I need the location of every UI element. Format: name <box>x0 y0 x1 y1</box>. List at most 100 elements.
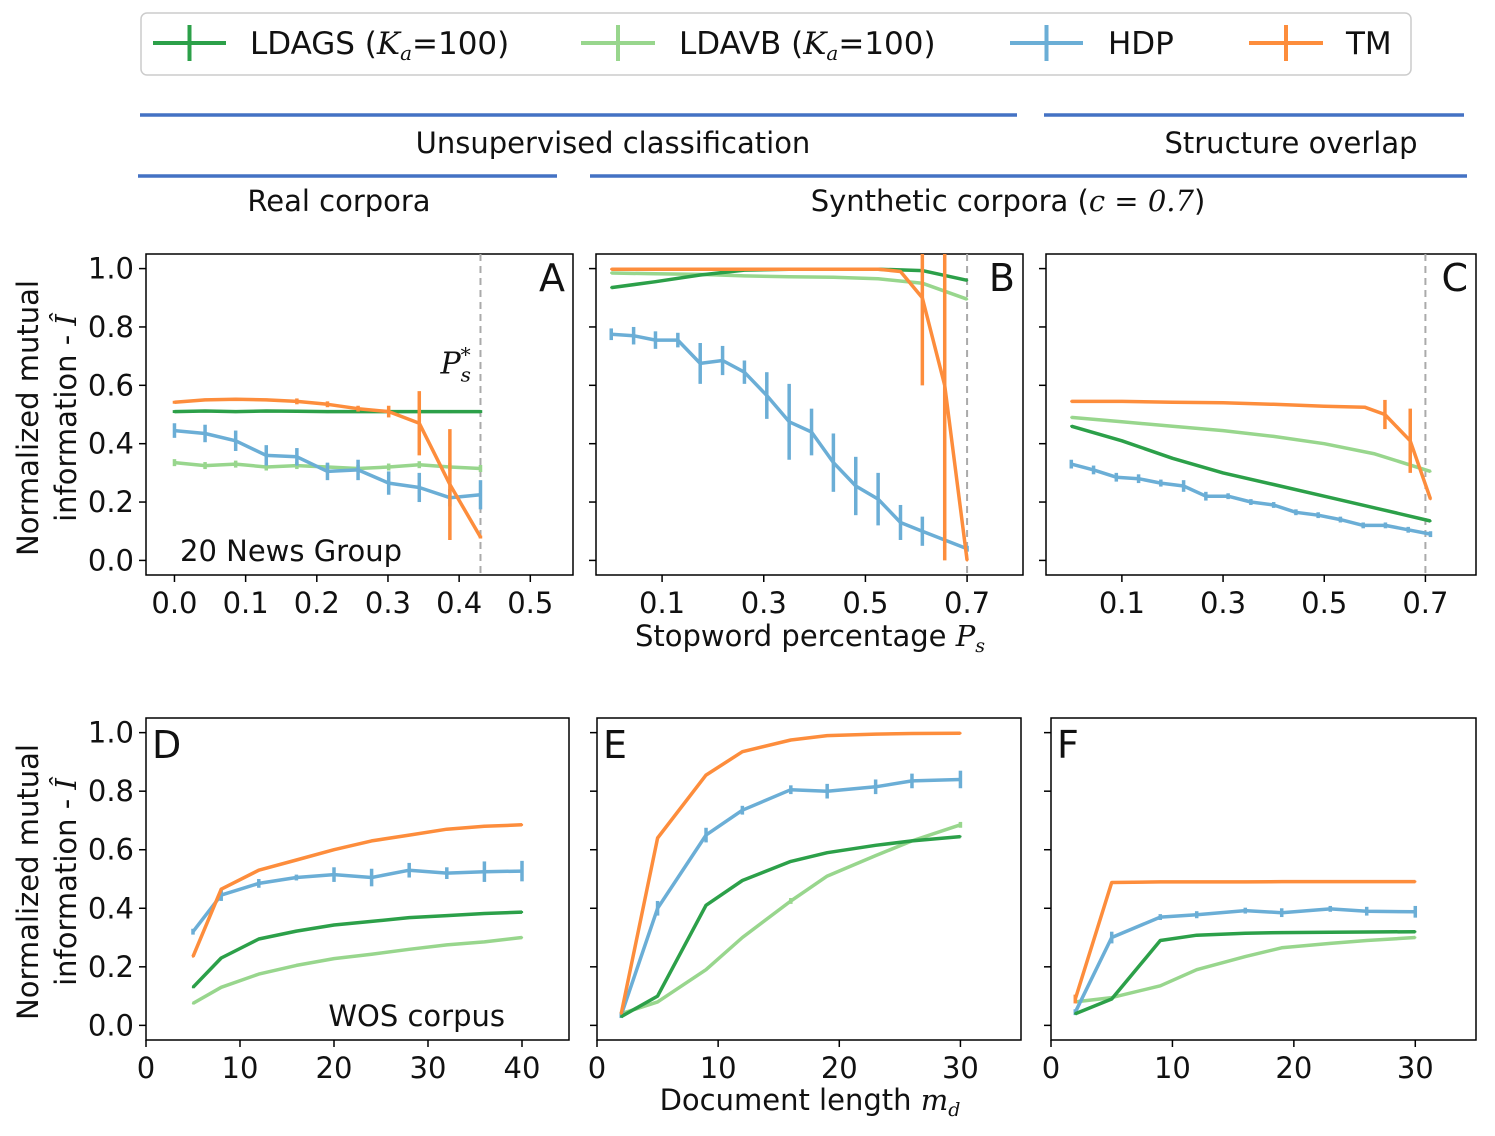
panel-c-series-ldags-point <box>1221 471 1225 475</box>
panel-d-letter: D <box>152 723 181 767</box>
panel-f-series-tm-point <box>1329 880 1332 883</box>
panel-c-series-tm-point <box>1409 439 1412 442</box>
panel-a-xtick-label: 0.1 <box>223 586 269 620</box>
panel-d-ytick-label: 0.2 <box>88 950 134 984</box>
panel-f-xtick-label: 20 <box>1275 1051 1312 1085</box>
panel-b-series-tm-point <box>943 384 946 387</box>
panel-a-ytick-label: 0.4 <box>88 427 134 461</box>
panel-b-series-hdp-point <box>787 420 791 423</box>
panel-b-xtick-label: 0.3 <box>741 586 787 620</box>
panel-c-series-tm-point <box>1221 401 1225 405</box>
panel-a-xtick-label: 0.4 <box>436 586 482 620</box>
panel-b-plot-area <box>609 254 969 562</box>
panel-d-series-tm-point <box>370 839 373 843</box>
panel-a-series-tm-point <box>418 422 421 425</box>
panel-b-series-tm-point <box>743 267 746 271</box>
panel-c-series-hdp-point <box>1137 477 1140 480</box>
panel-c-series-ldavb-point <box>1171 424 1174 428</box>
panel-d-series-ldavb-point <box>332 957 336 960</box>
panel-a-series-tm-point <box>356 407 360 410</box>
y-axis-title-bottom-math: Î <box>48 776 83 791</box>
y-axis-title-bottom-line2: information - <box>49 790 83 986</box>
legend-label-tm: TM <box>1345 26 1392 62</box>
panel-b-letter: B <box>989 256 1015 300</box>
panel-d-series-hdp-point <box>332 873 336 876</box>
panel-b-series-hdp-point <box>854 484 857 488</box>
panel-a-series-ldavb-point <box>479 467 482 470</box>
panel-a-series-hdp-point <box>326 470 329 473</box>
panel-c-series-hdp-point <box>1249 500 1253 504</box>
legend-tail-ldags: =100) <box>412 26 509 62</box>
panel-f-series-ldavb-point <box>1365 939 1368 942</box>
legend-sub-ldavb: a <box>826 41 838 65</box>
panel-c-series-tm-point <box>1429 497 1432 501</box>
panel-a-series-tm-point <box>203 398 207 402</box>
panel-f-series-hdp-point <box>1414 910 1417 913</box>
panel-a-series-hdp-point <box>418 486 421 489</box>
panel-a-series-ldavb-point <box>265 465 268 469</box>
panel-a-xtick-label: 0.2 <box>294 586 340 620</box>
panel-b-series-hdp-point <box>899 521 902 524</box>
panel-e-series-ldags-point <box>959 835 962 838</box>
panel-e-series-hdp-point <box>656 907 659 910</box>
panel-b-series-ldags-point <box>699 273 702 277</box>
panel-c-series-ldags-point <box>1323 495 1326 498</box>
svg-text:LDAGS (Ka=100): LDAGS (Ka=100) <box>250 26 509 65</box>
panel-d-plot-area <box>191 823 524 1005</box>
panel-c-series-ldavb-point <box>1221 429 1225 432</box>
panel-d-corpus-label: WOS corpus <box>328 999 505 1033</box>
panel-b-series-hdp-point <box>676 338 680 342</box>
panel-d-series-ldavb-point <box>257 972 260 976</box>
panel-e-series-ldavb-point <box>874 854 877 857</box>
panel-a-series-tm-point <box>448 483 452 486</box>
panel-c-series-hdp-point <box>1294 511 1298 514</box>
x-axis-title-bottom-math: m <box>921 1083 949 1117</box>
panel-b-series-ldags-point <box>654 280 657 283</box>
panel-b-series-tm-point <box>699 267 702 271</box>
unsupervised-header-title: Unsupervised classification <box>416 126 811 160</box>
panel-e-series-ldags-point <box>704 904 708 907</box>
structure-header-title: Structure overlap <box>1164 126 1417 160</box>
panel-d-series-ldavb-point <box>295 964 298 967</box>
panel-f-series-ldags-point <box>1074 1012 1077 1015</box>
panel-c-series-hdp-point <box>1159 481 1163 485</box>
panel-b-series-tm-point <box>654 267 657 271</box>
panel-e-series-ldags-point <box>656 994 659 998</box>
panel-e-letter: E <box>603 723 627 767</box>
panel-c-series-tm-point <box>1070 400 1073 403</box>
panel-e-series-tm-point <box>656 836 659 840</box>
panel-a-ytick-label: 0.2 <box>88 485 134 519</box>
legend-frame <box>140 12 1412 76</box>
panel-c-series-hdp-point <box>1407 528 1410 531</box>
panel-a-series-ldags-point <box>479 410 482 413</box>
panel-f-series-tm-point <box>1159 880 1162 884</box>
panel-b-series-ldags-point <box>965 279 969 282</box>
panel-a-series-ldavb-point <box>173 461 176 464</box>
panel-a-series-ldags-point <box>265 409 268 413</box>
panel-d-series-tm-point <box>191 955 195 958</box>
panel-d-ytick-label: 0.6 <box>88 833 134 867</box>
panel-e-series-ldags-point <box>620 1015 623 1018</box>
panel-c-series-ldavb-line <box>1071 415 1432 474</box>
panel-c-series-ldavb-point <box>1272 435 1275 438</box>
panel-b-series-ldavb-point <box>832 276 835 279</box>
panel-d: 0.0 0.2 0.4 0.6 0.8 1.0 0 10 20 30 40 D WOS corpus <box>88 716 570 1085</box>
panel-c: 0.1 0.3 0.5 0.7 C <box>1039 253 1477 620</box>
panel-a-ytick-label: 1.0 <box>88 252 134 286</box>
svg-text:Document length md: Document length md <box>660 1083 961 1121</box>
panel-e-series-ldags-point <box>910 839 914 843</box>
panel-d-xtick-label: 30 <box>410 1051 447 1085</box>
panel-a-series-hdp-point <box>203 432 207 435</box>
panel-d-series-ldags-point <box>295 929 298 933</box>
legend-label-ldavb: LDAVB ( <box>679 26 803 62</box>
panel-d-series-ldavb-line <box>192 935 523 1005</box>
panel-d-series-tm-point <box>408 833 411 837</box>
y-axis-title-top: Normalized mutual information - Î <box>11 280 83 556</box>
x-axis-title-top-sub: s <box>975 635 985 657</box>
panel-c-series-ldags-point <box>1373 506 1377 510</box>
panel-a-series-hdp-point <box>479 493 482 496</box>
panel-f-series-ldags-point <box>1195 934 1198 937</box>
panel-c-frame <box>1045 253 1477 576</box>
panel-e-frame <box>596 717 1022 1041</box>
